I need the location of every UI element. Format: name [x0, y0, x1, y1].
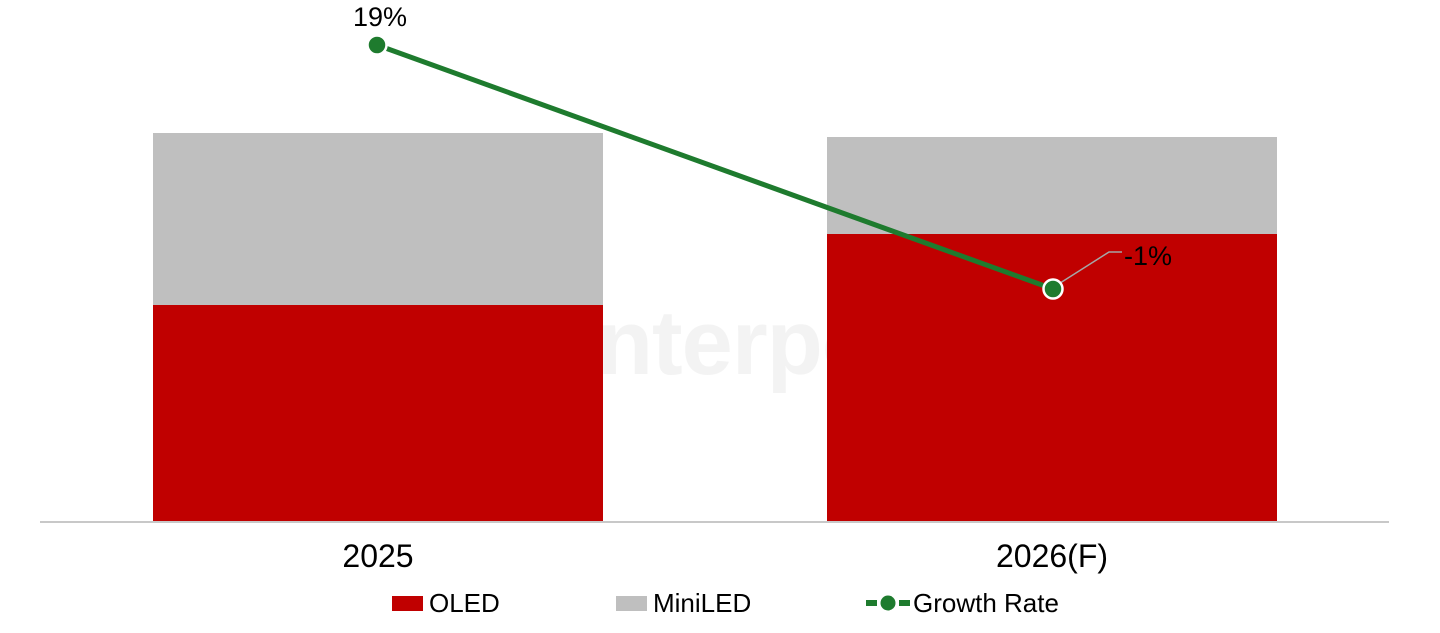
- bar-segment-miniled-0: [153, 133, 603, 305]
- bar-segment-miniled-1: [827, 136, 1277, 235]
- growth-point-2025: [366, 34, 388, 56]
- growth-rate-line: [376, 42, 1054, 292]
- category-label-2025: 2025: [342, 538, 414, 574]
- x-axis-line: [40, 521, 1389, 523]
- growth-point-2026: [1042, 278, 1064, 300]
- growth-label-2025: 19%: [352, 2, 408, 32]
- legend-item-oled: OLED: [392, 588, 500, 618]
- miniled-swatch-icon: [616, 595, 647, 611]
- leader-line: [1056, 251, 1122, 286]
- legend-item-miniled: MiniLED: [616, 588, 751, 618]
- growth-label-2026: -1%: [1124, 241, 1173, 271]
- bar-segment-oled-0: [153, 304, 603, 523]
- legend-label-growth-rate: Growth Rate: [913, 587, 1059, 618]
- category-label-2026: 2026(F): [995, 538, 1109, 574]
- legend-label-oled: OLED: [429, 587, 500, 618]
- growth-line-marker-icon: [866, 595, 910, 611]
- legend-item-growth-rate: Growth Rate: [866, 588, 1059, 618]
- oled-swatch-icon: [392, 595, 423, 611]
- legend-label-miniled: MiniLED: [653, 587, 752, 618]
